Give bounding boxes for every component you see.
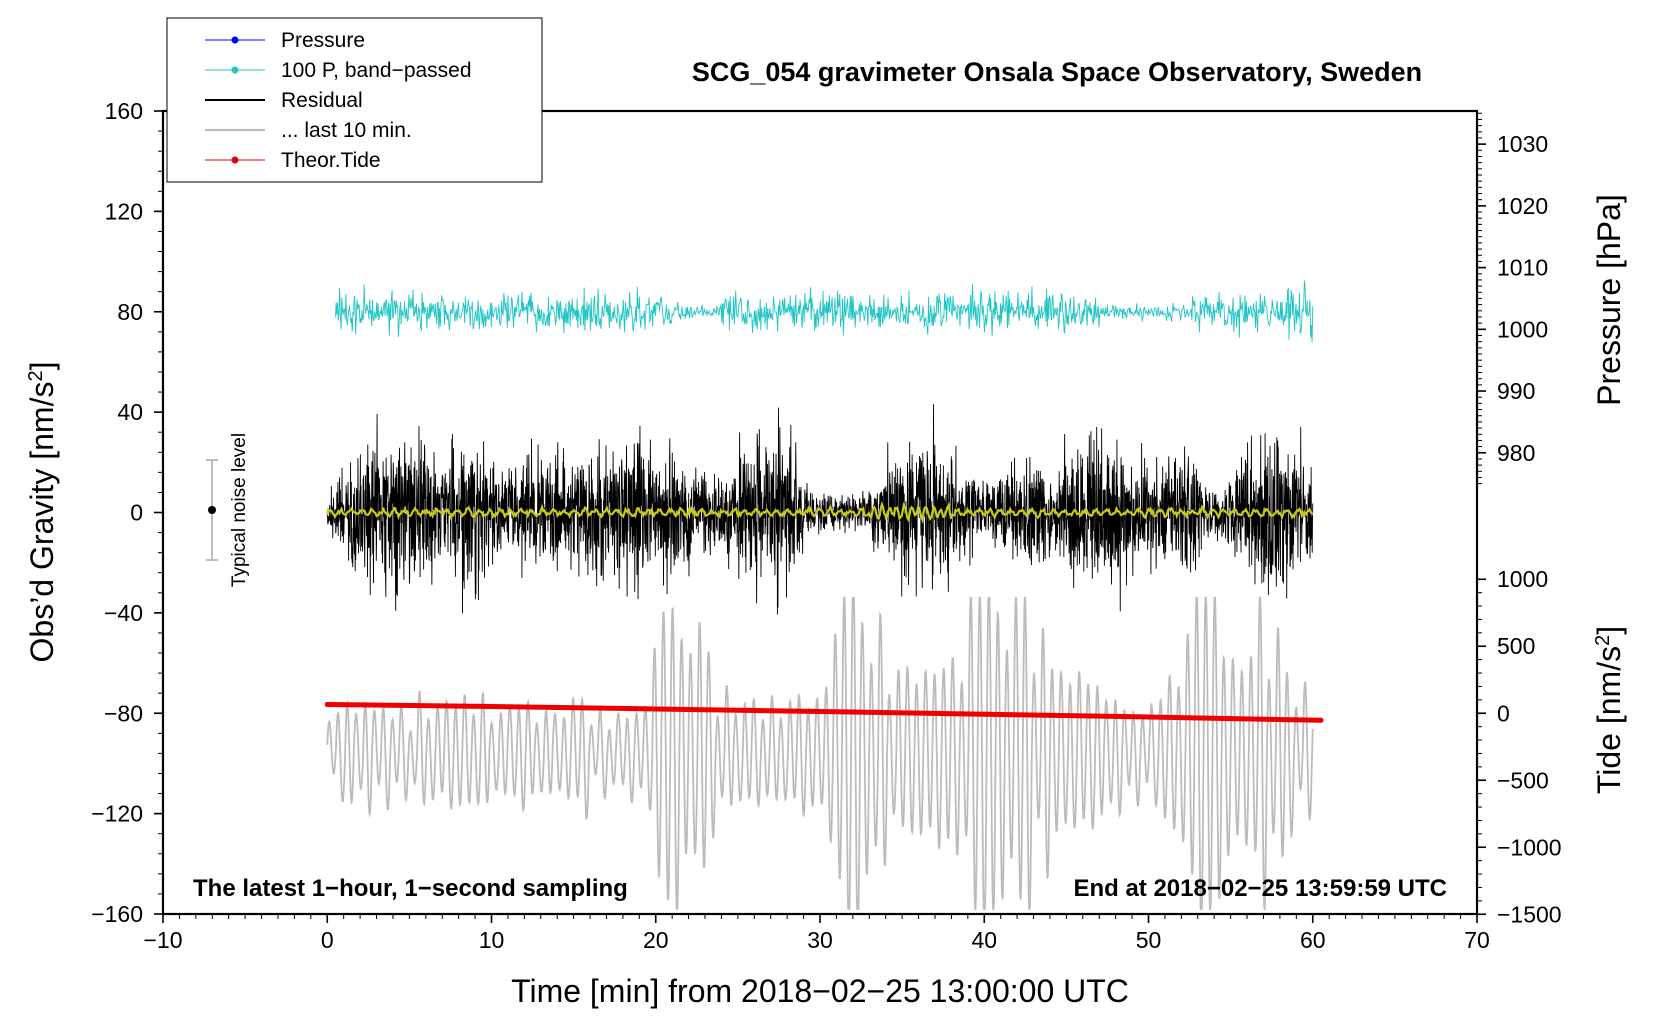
theor-tide-point-6	[1318, 717, 1324, 723]
pressure-axis-title: Pressure [hPa]	[1591, 194, 1627, 406]
noise-center-dot	[208, 506, 216, 514]
tide-tick-label-0: 1000	[1497, 566, 1548, 592]
pressure-tick-label-1: 1020	[1497, 193, 1548, 219]
y-axis-title-close: ]	[24, 362, 60, 371]
legend-item-pressure: Pressure	[205, 29, 365, 52]
annotation-sampling: The latest 1−hour, 1−second sampling	[193, 875, 628, 902]
data-layer	[324, 280, 1324, 912]
tide-tick-label-5: −1500	[1497, 901, 1562, 927]
tide-tick-label-3: −500	[1497, 767, 1549, 793]
pressure-tick-label-5: 980	[1497, 440, 1535, 466]
legend-swatch-pressure-marker	[231, 36, 239, 44]
noise-indicator: Typical noise level	[206, 433, 250, 587]
x-tick-label-3: 20	[643, 927, 669, 953]
y-tick-label-1: −120	[91, 801, 143, 827]
legend-item-theor-tide: Theor.Tide	[205, 149, 381, 172]
y-axis-title: Obs’d Gravity [nm/s2]	[24, 362, 60, 663]
pressure-tick-label-2: 1010	[1497, 255, 1548, 281]
pressure-tick-label-0: 1030	[1497, 131, 1548, 157]
x-tick-label-7: 60	[1300, 927, 1326, 953]
theor-tide-point-3	[817, 708, 823, 714]
y-tick-label-4: 0	[130, 500, 143, 526]
theor-tide-point-2	[653, 706, 659, 712]
x-tick-label-8: 70	[1464, 927, 1490, 953]
x-tick-label-5: 40	[971, 927, 997, 953]
last-10-min-series-line	[326, 596, 1314, 912]
legend-item-last10: ... last 10 min.	[205, 119, 412, 142]
y-axis-title-sup: 2	[25, 370, 47, 381]
x-axis-title: Time [min] from 2018−02−25 13:00:00 UTC	[511, 973, 1129, 1009]
theor-tide-point-1	[489, 703, 494, 709]
smoothed-residual-line	[326, 501, 1314, 525]
legend-item-bandpassed: 100 P, band−passed	[205, 59, 472, 82]
y-tick-label-0: −160	[91, 901, 143, 927]
legend-label-bandpassed: 100 P, band−passed	[281, 59, 472, 82]
tide-axis-title-sup: 2	[1592, 635, 1614, 646]
pressure-tick-label-3: 1000	[1497, 316, 1548, 342]
x-tick-label-2: 10	[479, 927, 505, 953]
tide-tick-label-4: −1000	[1497, 834, 1562, 860]
y-tick-label-3: −40	[104, 600, 143, 626]
theor-tide-point-0	[324, 701, 330, 707]
y-tick-label-7: 120	[105, 198, 143, 224]
legend-swatch-bandpassed-marker	[231, 66, 239, 74]
annotation-end-time: End at 2018−02−25 13:59:59 UTC	[1073, 875, 1447, 902]
x-tick-label-4: 30	[807, 927, 833, 953]
noise-label: Typical noise level	[229, 433, 250, 587]
theor-tide-point-5	[1146, 714, 1151, 720]
pressure-tick-label-4: 990	[1497, 378, 1535, 404]
tide-axis-title-main: Tide [nm/s	[1591, 646, 1627, 794]
y-axis-title-main: Obs’d Gravity [nm/s	[24, 382, 60, 663]
legend-label-theor-tide: Theor.Tide	[281, 149, 381, 172]
theor-tide-point-4	[981, 711, 987, 717]
bandpassed-pressure-series-line	[335, 280, 1314, 343]
x-tick-label-0: −10	[143, 927, 182, 953]
legend-item-residual: Residual	[205, 89, 363, 112]
y-tick-label-6: 80	[117, 299, 143, 325]
tide-tick-label-1: 500	[1497, 633, 1535, 659]
ticks-layer: −10 0 10 20 30 40 50 60 70−160−120−80−4004080120…	[91, 98, 1561, 953]
legend-label-last10: ... last 10 min.	[281, 119, 412, 142]
legend-label-residual: Residual	[281, 89, 363, 112]
y-tick-label-8: 160	[105, 98, 143, 124]
chart-title: SCG_054 gravimeter Onsala Space Observat…	[692, 57, 1422, 87]
residual-series-line	[326, 404, 1314, 615]
tide-axis-title-close: ]	[1591, 626, 1627, 635]
legend-swatch-tide-marker	[231, 156, 239, 164]
x-tick-label-6: 50	[1136, 927, 1162, 953]
y-tick-label-2: −80	[104, 700, 143, 726]
tide-axis-title: Tide [nm/s2]	[1591, 626, 1627, 794]
y-tick-label-5: 40	[117, 399, 143, 425]
legend-label-pressure: Pressure	[281, 29, 365, 52]
legend: Pressure 100 P, band−passed Residual ...…	[166, 17, 543, 183]
x-tick-label-1: 0	[321, 927, 334, 953]
tide-tick-label-2: 0	[1497, 700, 1510, 726]
